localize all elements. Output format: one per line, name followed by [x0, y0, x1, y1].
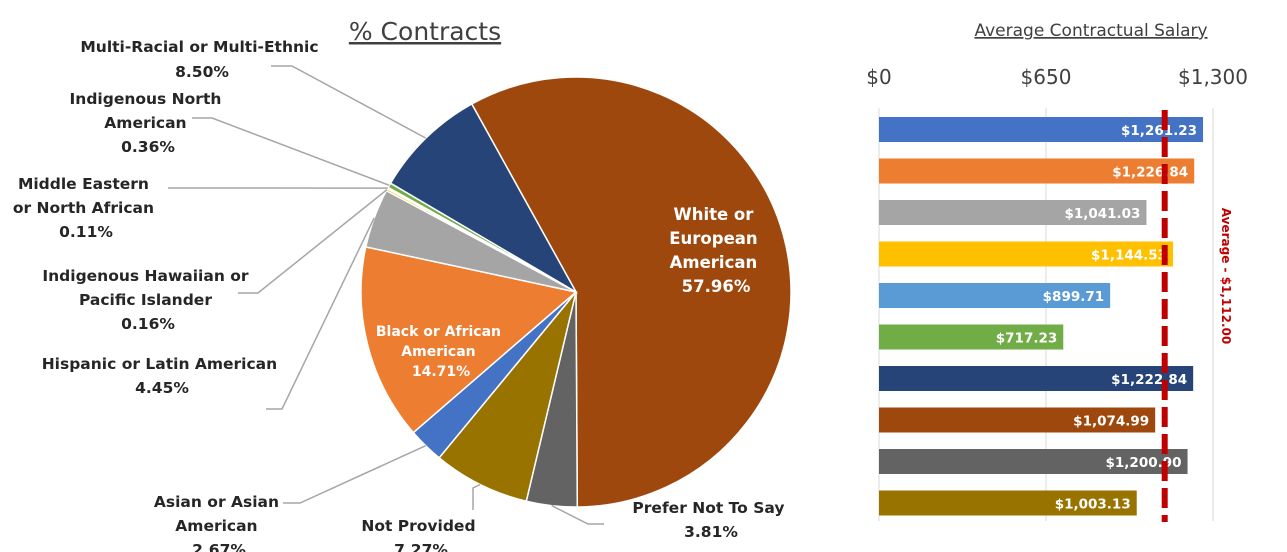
bar-value-label: $1,226.84	[1112, 165, 1188, 181]
bar-value-label: $1,041.03	[1064, 206, 1140, 222]
bar-value-label: $1,222.84	[1111, 372, 1187, 388]
bar-title: Average Contractual Salary	[974, 21, 1207, 41]
label-hawaiian: Indigenous Hawaiian or Pacific Islander …	[42, 266, 253, 333]
salary-bar	[879, 241, 1174, 267]
pie-slice-white-or-european-american	[470, 76, 792, 508]
label-indigenous-na: Indigenous North American 0.36%	[70, 89, 227, 156]
pie-slice-multi-racial-or-multi-ethnic	[389, 102, 578, 295]
leader-line	[283, 445, 427, 504]
average-reference-line: Average - $1,112.00	[1161, 110, 1233, 522]
label-asian: Asian or Asian American 2.67%	[154, 492, 284, 552]
bar-value-label: $1,144.53	[1091, 248, 1167, 264]
label-black: Black or African American 14.71%	[376, 321, 506, 380]
salary-bar	[879, 158, 1195, 184]
bar-gridlines	[878, 108, 1214, 521]
pie-slice-not-provided	[438, 291, 577, 503]
bar-bars: $1,261.23 $1,226.84 $1,041.03 $1,144.53 $899…	[879, 117, 1204, 516]
salary-bar	[879, 200, 1147, 225]
average-line-label: Average - $1,112.00	[1219, 208, 1233, 344]
salary-bar	[879, 117, 1204, 142]
label-not-provided: Not Provided 7.27%	[361, 516, 480, 552]
pie-chart: % Contracts White or European American 5…	[13, 17, 792, 552]
pie-title: % Contracts	[349, 17, 501, 46]
x-tick-label: $0	[866, 65, 891, 89]
label-mena: Middle Eastern or North African 0.11%	[13, 174, 159, 241]
leader-line	[192, 117, 390, 187]
bar-value-label: $1,261.23	[1121, 123, 1197, 139]
leader-line	[266, 217, 375, 410]
label-hispanic: Hispanic or Latin American 4.45%	[42, 354, 283, 397]
x-tick-label: $1,300	[1178, 65, 1248, 89]
leader-line	[472, 483, 481, 510]
salary-bar	[879, 366, 1194, 391]
label-prefer-not: Prefer Not To Say 3.81%	[632, 498, 789, 541]
pie-leader-lines	[168, 65, 604, 525]
bar-value-label: $1,003.13	[1055, 497, 1131, 513]
bar-value-label: $717.23	[996, 331, 1058, 347]
salary-bar	[879, 449, 1188, 474]
pie-slices	[360, 76, 792, 508]
bar-x-ticks: $0 $650 $1,300	[866, 65, 1248, 89]
salary-bar	[879, 324, 1064, 350]
bar-value-label: $1,074.99	[1073, 414, 1149, 430]
bar-value-label: $899.71	[1043, 289, 1105, 305]
salary-bar	[879, 490, 1137, 516]
leader-line	[238, 189, 388, 294]
leader-line	[271, 65, 427, 139]
bar-value-label: $1,200.90	[1106, 455, 1182, 471]
salary-bar	[879, 283, 1111, 308]
label-multiracial: Multi-Racial or Multi-Ethnic 8.50%	[80, 37, 323, 81]
salary-bar	[879, 407, 1156, 433]
label-white: White or European American 57.96%	[669, 205, 762, 296]
x-tick-label: $650	[1021, 65, 1072, 89]
leader-line	[551, 504, 604, 525]
pie-slice-black-or-african-american	[360, 245, 578, 434]
